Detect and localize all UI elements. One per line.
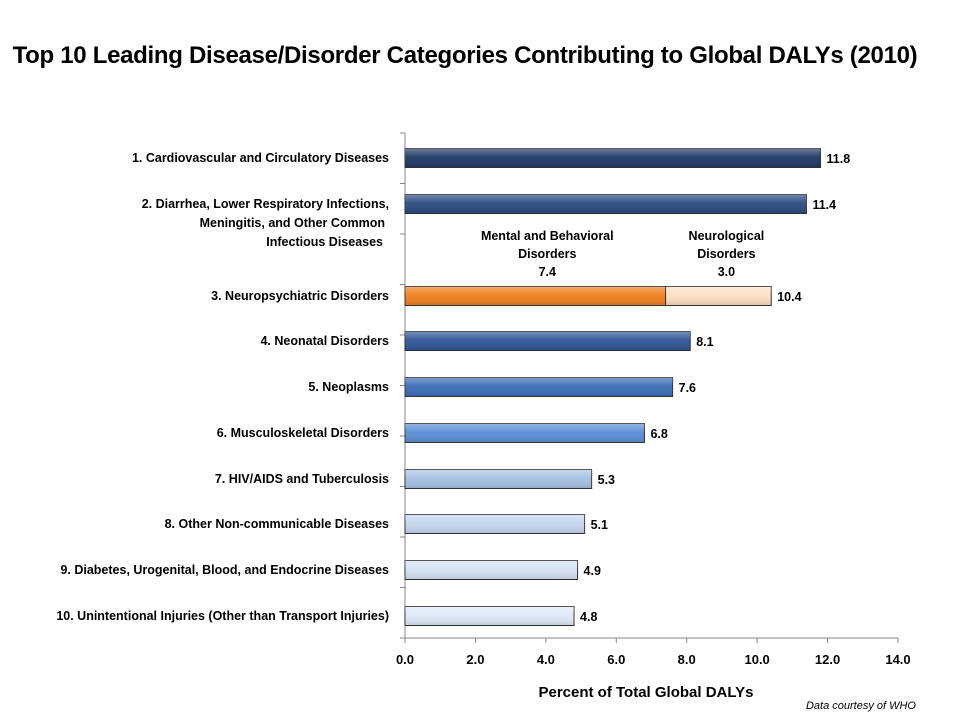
bar-highlight (405, 514, 585, 534)
value-label: 5.1 (591, 518, 608, 532)
x-axis-title: Percent of Total Global DALYs (538, 684, 753, 701)
category-label: Meningitis, and Other Common (200, 216, 385, 230)
value-label: 4.9 (584, 564, 601, 578)
bar-segment-highlight (405, 286, 666, 306)
segment-annotation: Disorders (697, 247, 755, 261)
x-tick-label: 0.0 (396, 652, 414, 667)
bar-highlight (405, 331, 691, 351)
bar-highlight (405, 469, 592, 489)
bar-segment-highlight (665, 286, 772, 306)
x-tick-label: 10.0 (744, 652, 769, 667)
value-label: 11.4 (812, 198, 836, 212)
value-label: 6.8 (650, 427, 667, 441)
bar-highlight (405, 377, 673, 397)
value-label: 5.3 (598, 473, 615, 487)
value-label: 10.4 (777, 290, 801, 304)
category-label: 8. Other Non-communicable Diseases (165, 517, 389, 531)
value-label: 11.8 (827, 152, 851, 166)
chart-title: Top 10 Leading Disease/Disorder Categori… (12, 42, 918, 69)
segment-annotation: 3.0 (718, 265, 735, 279)
category-label: 6. Musculoskeletal Disorders (217, 426, 389, 440)
segment-annotation: 7.4 (539, 265, 556, 279)
category-label: 2. Diarrhea, Lower Respiratory Infection… (142, 197, 389, 211)
bar-highlight (405, 606, 575, 626)
category-label: 4. Neonatal Disorders (260, 334, 389, 348)
segment-annotation: Disorders (518, 247, 576, 261)
x-tick-label: 8.0 (678, 652, 696, 667)
x-tick-label: 4.0 (537, 652, 555, 667)
category-label: 1. Cardiovascular and Circulatory Diseas… (132, 151, 389, 165)
x-tick-label: 12.0 (815, 652, 840, 667)
value-label: 7.6 (679, 381, 696, 395)
category-label: 7. HIV/AIDS and Tuberculosis (215, 472, 389, 486)
segment-annotation: Neurological (689, 229, 765, 243)
x-tick-label: 6.0 (607, 652, 625, 667)
x-tick-label: 2.0 (466, 652, 484, 667)
category-label: 3. Neuropsychiatric Disorders (211, 289, 389, 303)
segment-annotation: Mental and Behavioral (481, 229, 614, 243)
bar-highlight (405, 148, 821, 168)
bar-highlight (405, 423, 645, 443)
value-label: 8.1 (696, 335, 713, 349)
category-label: 5. Neoplasms (308, 380, 389, 394)
x-tick-label: 14.0 (885, 652, 910, 667)
bar-highlight (405, 560, 578, 580)
value-label: 4.8 (580, 610, 597, 624)
data-credit: Data courtesy of WHO (805, 700, 916, 712)
bar-highlight (405, 194, 807, 214)
category-label: 9. Diabetes, Urogenital, Blood, and Endo… (60, 563, 389, 577)
category-label: Infectious Diseases (266, 235, 383, 249)
category-label: 10. Unintentional Injuries (Other than T… (56, 609, 389, 623)
